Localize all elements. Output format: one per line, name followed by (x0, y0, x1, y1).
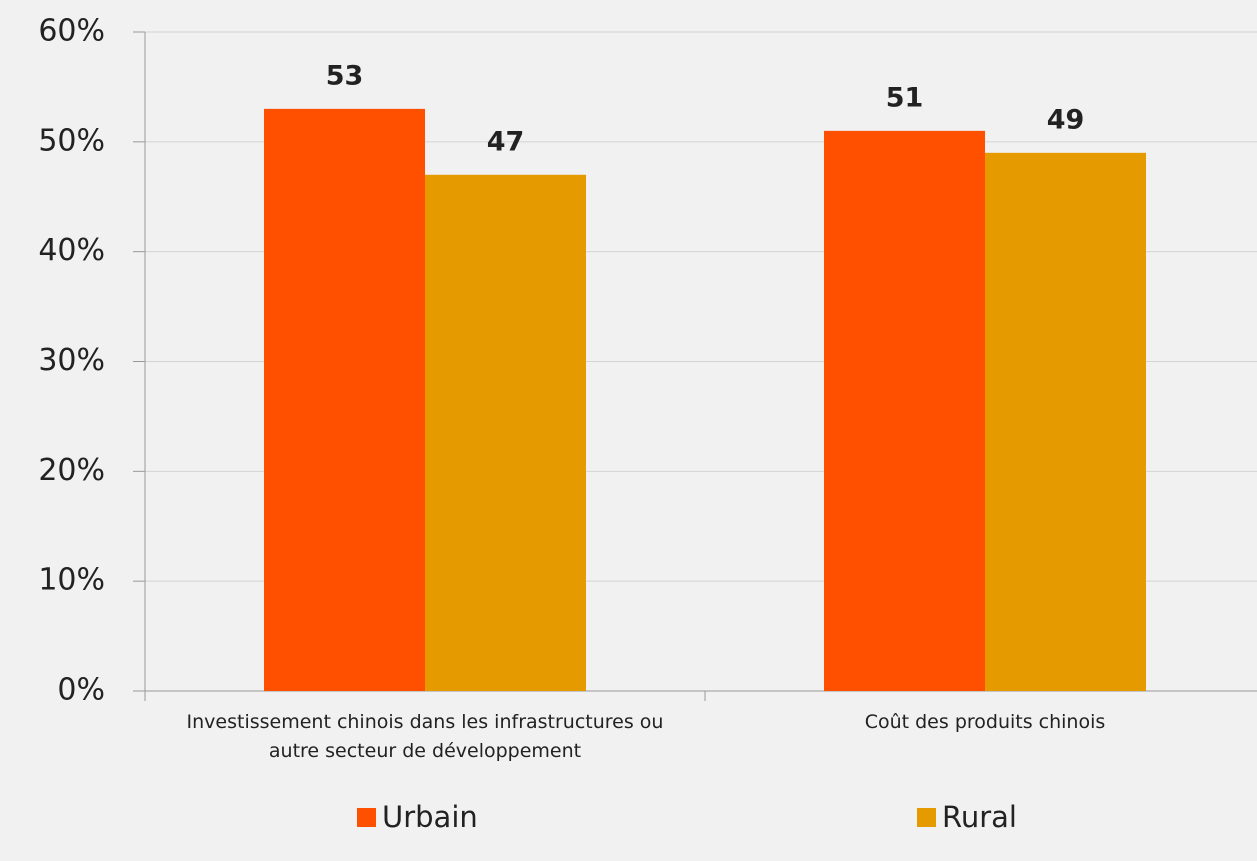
y-tick-label: 60% (38, 14, 105, 49)
legend-item: Rural (917, 800, 1017, 834)
bar (264, 108, 425, 692)
value-label: 53 (326, 60, 364, 91)
x-tick-label: Coût des produits chinois (864, 711, 1106, 733)
bar (985, 152, 1146, 692)
y-tick-label: 30% (38, 343, 105, 378)
value-label: 47 (487, 126, 525, 157)
x-tick-label: Investissement chinois dans les infrastr… (186, 711, 664, 762)
value-label: 51 (886, 82, 924, 113)
legend-swatch (917, 807, 936, 827)
value-label: 49 (1047, 104, 1085, 135)
y-tick-label: 40% (38, 233, 105, 268)
y-tick-label: 50% (38, 123, 105, 158)
y-tick-label: 0% (57, 673, 105, 708)
bar (425, 174, 586, 692)
bar (824, 130, 985, 692)
legend-item: Urbain (357, 800, 478, 834)
y-tick-label: 20% (38, 453, 105, 488)
legend-label: Urbain (382, 800, 478, 834)
legend-label: Rural (942, 800, 1017, 834)
legend-swatch (357, 807, 376, 827)
y-tick-label: 10% (38, 563, 105, 598)
